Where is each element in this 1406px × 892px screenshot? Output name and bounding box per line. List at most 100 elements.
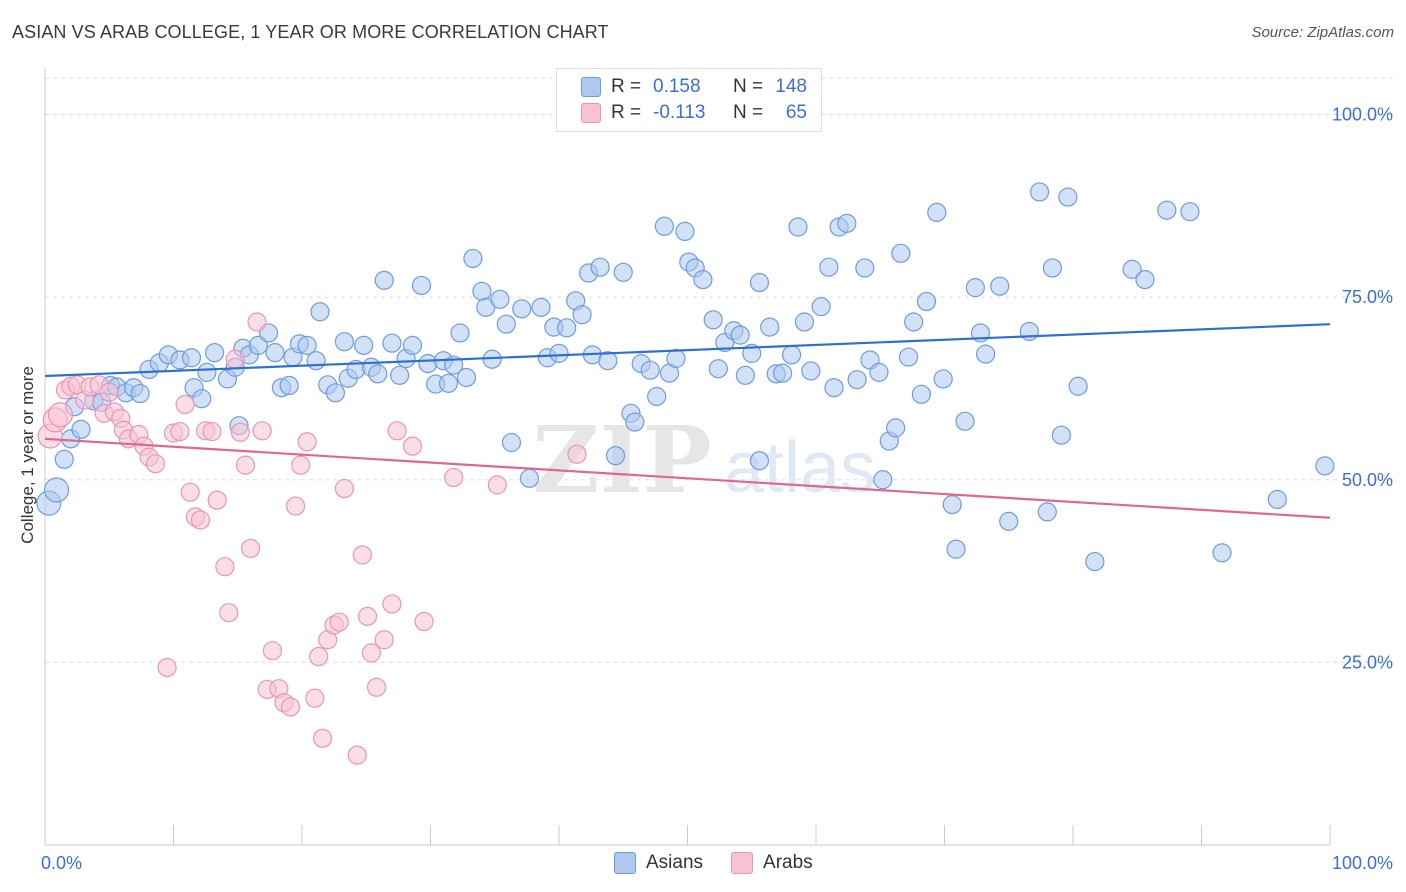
asian-point: [749, 272, 770, 293]
arab-point: [444, 467, 464, 488]
asian-point: [999, 511, 1019, 531]
y-tick-label: 100.0%: [1332, 105, 1393, 125]
asian-point: [572, 305, 592, 325]
asian-point: [71, 419, 91, 439]
x-tick-label: 100.0%: [1332, 853, 1393, 873]
arab-point: [207, 490, 227, 510]
arabs-r-label: R =: [611, 102, 642, 123]
asian-point: [438, 373, 459, 393]
asian-point: [1029, 182, 1050, 202]
trend-lines: [44, 323, 1331, 519]
asian-point: [946, 539, 966, 559]
tick-labels: 25.0% 50.0% 75.0% 100.0% 0.0% 100.0%: [41, 105, 1393, 873]
arab-point: [487, 475, 507, 495]
asian-point: [955, 411, 975, 431]
asian-point: [354, 335, 374, 355]
asian-point: [625, 412, 645, 432]
asian-point: [837, 213, 857, 233]
asian-point: [965, 278, 985, 298]
correlation-legend: R = 0.158 N = 148 R = -0.113 N = 65: [556, 68, 822, 132]
arab-point: [170, 421, 190, 442]
legend-item-arabs[interactable]: Arabs: [731, 852, 813, 874]
asian-point: [824, 378, 844, 398]
arab-point: [247, 312, 267, 332]
arab-point: [241, 538, 261, 559]
asian-point: [512, 299, 532, 319]
asian-point: [613, 262, 633, 282]
arab-point: [180, 482, 200, 502]
asian-point: [306, 351, 326, 371]
asian-point: [472, 281, 492, 301]
asian-point: [192, 389, 212, 409]
arab-point: [99, 382, 119, 402]
asian-point: [801, 361, 821, 381]
asian-point: [1267, 489, 1287, 510]
y-tick-label: 50.0%: [1342, 470, 1393, 490]
arab-point: [215, 557, 235, 577]
arab-point: [202, 421, 222, 442]
asian-point: [456, 367, 477, 388]
arab-point: [145, 454, 166, 474]
asian-point: [927, 202, 947, 223]
asian-point: [605, 446, 626, 466]
asian-point: [557, 318, 577, 338]
arabs-r-value: -0.113: [653, 102, 706, 123]
arab-point: [157, 657, 177, 678]
asian-point: [279, 375, 299, 396]
arab-point: [357, 606, 378, 626]
asian-point: [1085, 551, 1105, 572]
arab-point: [387, 421, 407, 441]
asian-point: [898, 347, 919, 367]
asian-point: [265, 343, 285, 363]
legend-item-asians[interactable]: Asians: [614, 852, 703, 874]
arab-point: [175, 394, 195, 415]
asian-point: [869, 362, 889, 382]
asian-point: [788, 217, 808, 237]
asian-point: [1122, 259, 1142, 279]
arab-point: [347, 745, 367, 765]
x-tick-label: 0.0%: [41, 853, 82, 873]
arab-point: [366, 677, 387, 697]
arab-point: [305, 688, 325, 708]
asian-point: [181, 348, 202, 368]
asian-point: [654, 216, 674, 236]
asian-point: [990, 276, 1010, 296]
asian-point: [334, 332, 355, 352]
asian-point: [402, 335, 423, 355]
asian-point: [1135, 270, 1155, 290]
asians-legend-swatch: [614, 852, 636, 874]
axes: [44, 68, 1331, 846]
asian-point: [847, 370, 867, 390]
asian-point: [916, 291, 937, 312]
watermark-atlas: atlas: [724, 428, 876, 508]
arab-point: [225, 349, 245, 369]
asians-legend-label: Asians: [646, 852, 704, 873]
asian-point: [819, 257, 839, 277]
asian-point: [904, 312, 924, 332]
asian-point: [1037, 502, 1057, 522]
legend-row-asians: R = 0.158 N = 148: [557, 74, 807, 100]
asian-point: [730, 325, 750, 345]
asian-point: [1042, 258, 1063, 278]
asian-point: [598, 351, 618, 371]
arab-point: [312, 728, 333, 748]
asian-point: [911, 384, 931, 404]
asian-point: [205, 343, 225, 363]
asian-point: [325, 383, 346, 403]
asian-point: [640, 360, 660, 380]
y-axis-label: College, 1 year or more: [18, 366, 37, 544]
arabs-legend-swatch: [731, 852, 754, 874]
asian-point: [886, 418, 906, 438]
arab-point: [262, 641, 283, 661]
arab-point: [230, 422, 250, 442]
asian-point: [666, 348, 686, 369]
asian-point: [891, 243, 911, 263]
asian-point: [590, 257, 610, 277]
asian-point: [382, 333, 402, 353]
asian-point: [781, 345, 802, 365]
asian-point: [390, 365, 410, 385]
asian-point: [811, 297, 831, 317]
arab-point: [219, 603, 239, 623]
arab-point: [567, 444, 587, 464]
